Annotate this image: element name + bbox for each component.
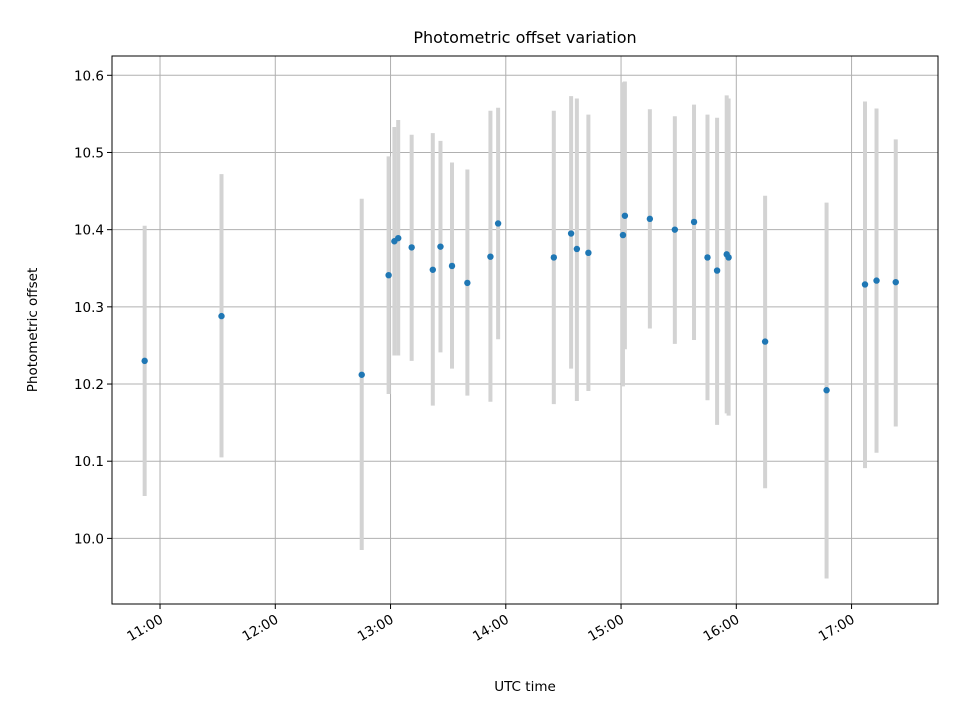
- data-point-30: [892, 278, 899, 286]
- y-tick-label-6: 10.6: [74, 68, 104, 84]
- x-tick-label-1: 12:00: [240, 612, 282, 645]
- data-point-13: [550, 254, 558, 261]
- y-tick-label-1: 10.1: [74, 454, 104, 470]
- data-point-21: [690, 218, 698, 226]
- y-tick-label-0: 10.0: [74, 531, 104, 547]
- x-tick-label-0: 11:00: [124, 612, 166, 645]
- data-point-29: [873, 277, 880, 284]
- y-axis-ticks: 10.0 10.1 10.2 10.3 10.4 10.5 10.6: [74, 68, 112, 547]
- x-tick-label-3: 14:00: [470, 612, 512, 645]
- grid-lines: [112, 56, 938, 604]
- data-point-5: [395, 234, 402, 242]
- data-point-1: [218, 312, 225, 320]
- data-point-23: [713, 267, 721, 274]
- y-axis-label: Photometric offset: [25, 268, 41, 392]
- x-tick-label-4: 15:00: [585, 612, 627, 645]
- x-axis-label: UTC time: [494, 679, 556, 695]
- x-tick-label-6: 17:00: [816, 612, 858, 645]
- data-point-6: [408, 244, 415, 251]
- chart-title: Photometric offset variation: [413, 28, 636, 47]
- data-point-14: [567, 230, 575, 237]
- y-tick-label-5: 10.5: [74, 145, 104, 161]
- data-point-28: [861, 281, 869, 288]
- y-tick-label-2: 10.2: [74, 377, 104, 393]
- data-point-26: [761, 338, 769, 345]
- data-point-16: [585, 249, 592, 257]
- data-point-19: [646, 215, 654, 223]
- error-bars: [142, 81, 898, 579]
- data-point-27: [823, 387, 830, 394]
- data-point-25: [725, 254, 732, 261]
- data-point-3: [385, 272, 392, 279]
- data-point-10: [464, 279, 471, 287]
- data-point-7: [429, 266, 436, 273]
- data-point-20: [671, 226, 679, 233]
- data-point-15: [573, 245, 581, 253]
- data-point-17: [619, 231, 627, 239]
- data-point-12: [494, 220, 502, 227]
- data-point-11: [487, 253, 494, 260]
- data-point-18: [621, 212, 629, 219]
- plot-frame: [111, 55, 939, 605]
- data-point-8: [437, 243, 444, 250]
- y-tick-label-3: 10.3: [74, 300, 104, 316]
- y-tick-label-4: 10.4: [74, 223, 104, 239]
- x-tick-label-2: 13:00: [355, 612, 397, 645]
- data-point-2: [358, 371, 365, 378]
- data-point-9: [448, 262, 456, 270]
- data-point-0: [141, 357, 148, 365]
- data-point-22: [704, 254, 711, 261]
- data-points: [141, 212, 899, 394]
- x-tick-label-5: 16:00: [701, 612, 743, 645]
- x-axis-ticks: 11:00 12:00 13:00 14:00 15:00 16:00 17:00: [124, 604, 858, 645]
